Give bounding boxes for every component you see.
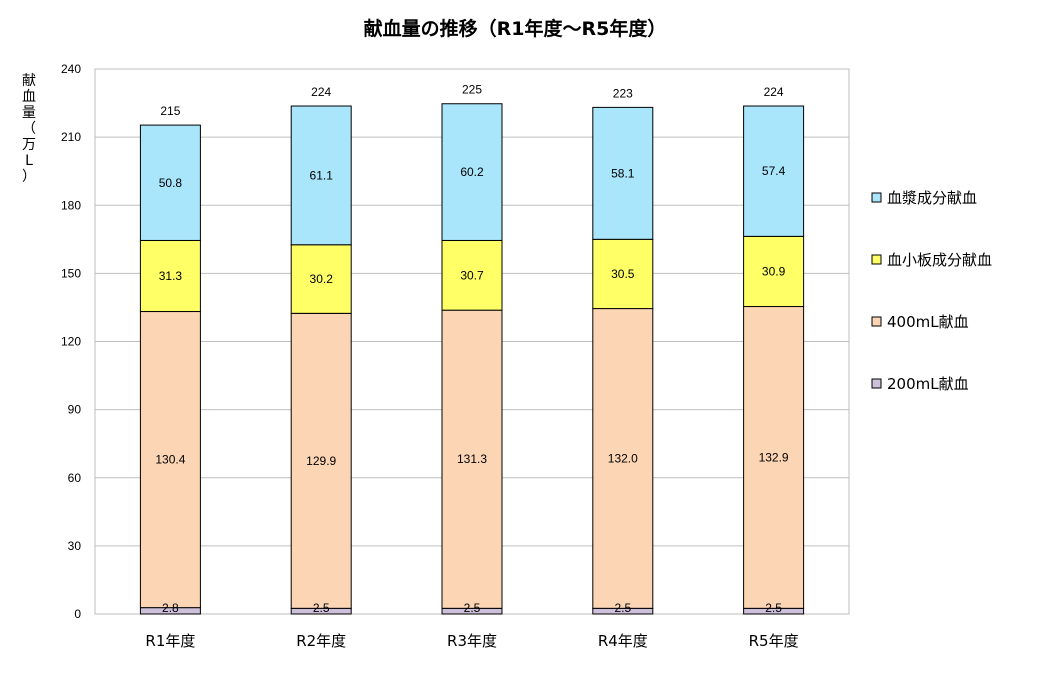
y-axis-label-char: 万 (22, 137, 36, 153)
x-category-label: R4年度 (598, 632, 648, 650)
y-tick-label: 180 (61, 198, 81, 212)
y-tick-label: 30 (68, 539, 82, 553)
total-label: 224 (311, 85, 331, 99)
y-tick-label: 210 (61, 130, 81, 144)
data-label: 2.5 (313, 601, 330, 615)
y-axis-label-char: 血 (22, 89, 36, 105)
bar-segment (441, 103, 503, 241)
legend-label: 血小板成分献血 (887, 251, 992, 269)
data-label: 31.3 (159, 269, 183, 283)
legend-swatch (871, 316, 882, 327)
y-axis-label-char: ） (22, 169, 36, 185)
data-label: 131.3 (457, 452, 487, 466)
legend-swatch (871, 254, 882, 265)
data-label: 2.5 (464, 601, 481, 615)
y-tick-label: 90 (68, 403, 82, 417)
y-tick-label: 60 (68, 471, 82, 485)
y-tick-label: 150 (61, 266, 81, 280)
bar-segment (743, 235, 805, 308)
data-label: 50.8 (159, 176, 183, 190)
axis-layer: 0 30 60 90 120 150 180 210 240 献血量（万L） R1年度 R2年度 R3年… (22, 62, 799, 650)
total-label: 225 (462, 83, 482, 97)
data-label: 60.2 (460, 165, 484, 179)
data-label: 130.4 (155, 453, 185, 467)
bar-segment (139, 124, 201, 241)
data-label: 30.2 (310, 272, 334, 286)
legend-swatch (871, 378, 882, 389)
total-label: 215 (160, 104, 180, 118)
bar-segment (290, 105, 352, 246)
bar-segment (592, 106, 654, 240)
bar-segment (441, 309, 503, 609)
total-label: 224 (764, 85, 784, 99)
data-label: 132.0 (608, 451, 638, 465)
y-axis-label-char: （ (22, 121, 36, 137)
chart-title: 献血量の推移（R1年度～R5年度） (364, 17, 667, 40)
data-label: 57.4 (762, 164, 786, 178)
data-label: 129.9 (306, 454, 336, 468)
data-label: 58.1 (611, 166, 635, 180)
x-category-label: R5年度 (749, 632, 799, 650)
y-tick-label: 120 (61, 335, 81, 349)
y-tick-label: 240 (61, 62, 81, 76)
data-label: 2.5 (614, 601, 631, 615)
y-axis-label-char: L (25, 153, 33, 169)
y-axis-label-char: 量 (22, 105, 36, 121)
y-tick-label: 0 (74, 607, 81, 621)
x-category-label: R1年度 (145, 632, 195, 650)
total-label: 223 (613, 86, 633, 100)
bars-layer (139, 103, 805, 615)
bar-segment (441, 239, 503, 311)
legend-swatch (871, 192, 882, 203)
data-label: 2.8 (162, 601, 179, 615)
bar-segment (290, 244, 352, 314)
y-axis-label-char: 献 (22, 73, 36, 89)
data-label: 30.5 (611, 267, 635, 281)
labels-layer: 2.8 130.4 31.3 50.8 215 2.5 129.9 30.2 61.1 224 2.… (155, 83, 789, 615)
bar-segment (743, 105, 805, 237)
bar-segment (592, 308, 654, 609)
data-label: 30.9 (762, 264, 786, 278)
x-category-label: R2年度 (296, 632, 346, 650)
data-label: 132.9 (759, 450, 789, 464)
bar-segment (139, 311, 201, 609)
legend-label: 血漿成分献血 (887, 189, 977, 207)
legend-label: 400mL献血 (887, 313, 969, 331)
data-label: 61.1 (310, 168, 334, 182)
x-category-label: R3年度 (447, 632, 497, 650)
legend-label: 200mL献血 (887, 375, 969, 393)
data-label: 30.7 (460, 268, 484, 282)
data-label: 2.5 (765, 601, 782, 615)
